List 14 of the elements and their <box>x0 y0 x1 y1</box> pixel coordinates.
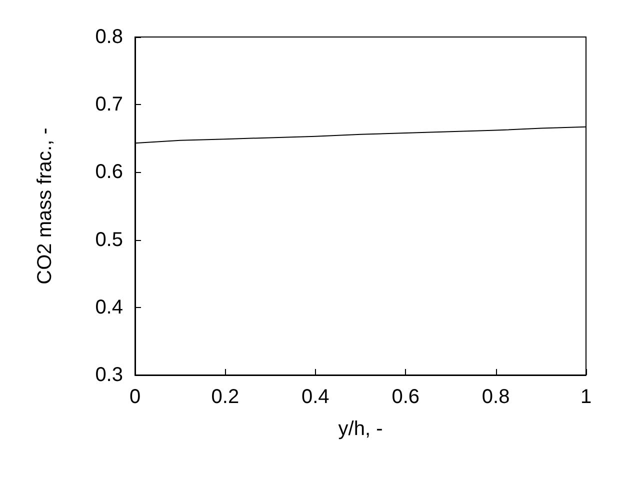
y-axis-title: CO2 mass frac., - <box>34 128 56 284</box>
y-tick-label: 0.7 <box>95 94 123 116</box>
y-tick-label: 0.6 <box>95 161 123 184</box>
x-tick-label: 1 <box>580 386 592 408</box>
x-tick-label: 0.2 <box>211 386 240 408</box>
x-axis-title: y/h, - <box>338 418 383 440</box>
y-tick-label: 0.3 <box>95 364 123 386</box>
x-tick-label: 0 <box>129 386 141 408</box>
x-tick-label: 0.6 <box>392 386 420 408</box>
y-tick-label: 0.5 <box>95 228 123 251</box>
x-tick-label: 0.8 <box>482 386 510 408</box>
x-tick-label: 0.4 <box>301 386 330 408</box>
y-tick-label: 0.4 <box>95 296 123 318</box>
y-tick-label: 0.8 <box>95 26 123 48</box>
